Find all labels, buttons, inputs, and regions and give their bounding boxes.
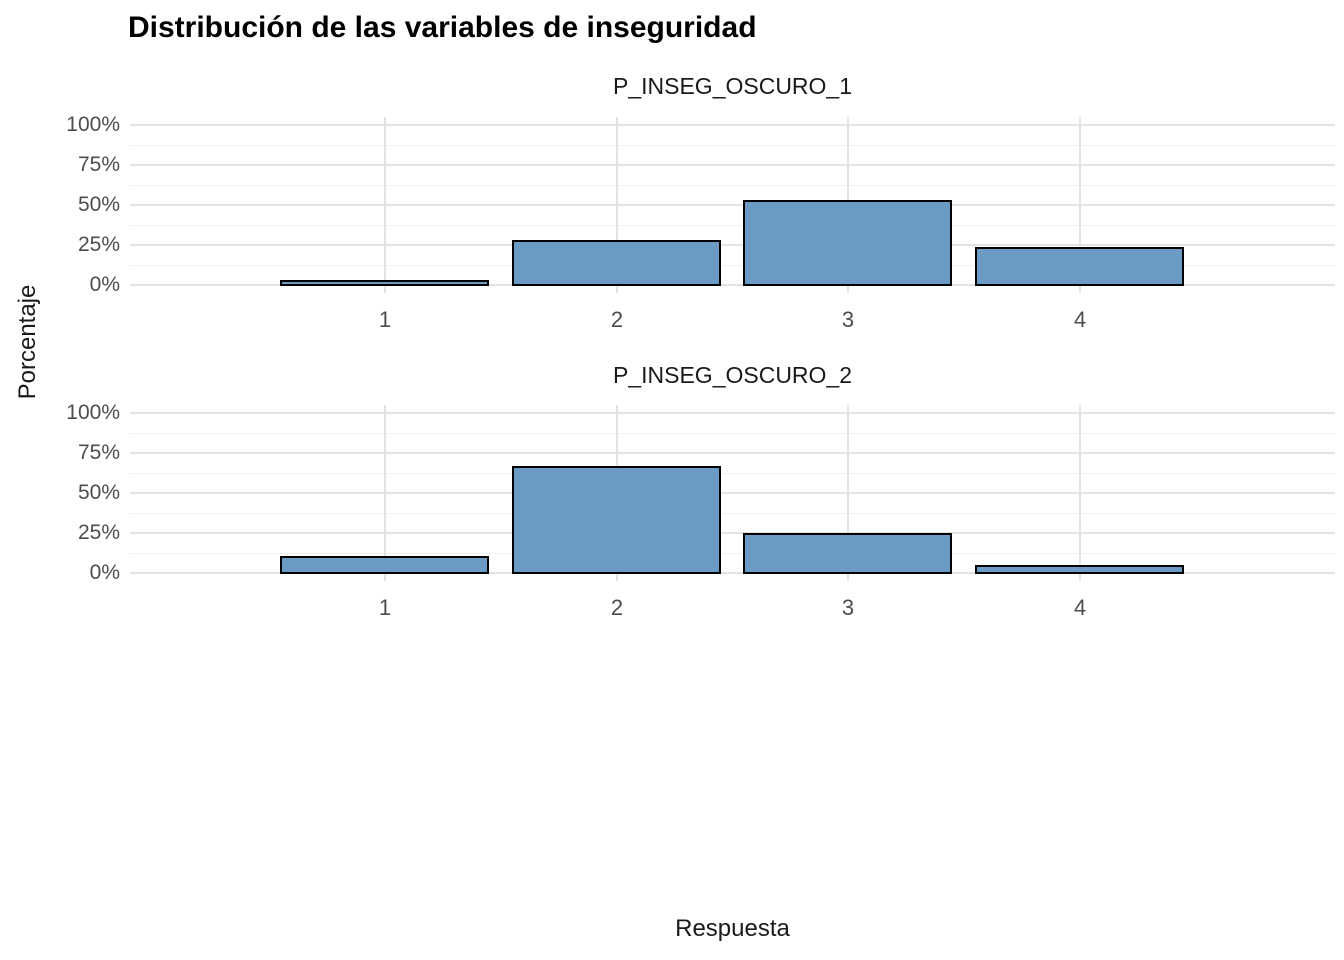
gridline-major bbox=[130, 532, 1335, 534]
gridline-vertical bbox=[1079, 117, 1081, 293]
chart-title: Distribución de las variables de insegur… bbox=[128, 11, 757, 44]
gridline-major bbox=[130, 572, 1335, 574]
gridline-minor bbox=[130, 513, 1335, 514]
gridline-major bbox=[130, 204, 1335, 206]
x-tick-label: 1 bbox=[378, 595, 392, 620]
gridline-minor bbox=[130, 145, 1335, 146]
gridline-minor bbox=[130, 473, 1335, 474]
y-tick-label: 0% bbox=[89, 273, 120, 296]
gridline-major bbox=[130, 124, 1335, 126]
gridline-major bbox=[130, 492, 1335, 494]
gridline-vertical bbox=[384, 405, 386, 581]
panel-P_INSEG_OSCURO_2 bbox=[130, 405, 1335, 581]
gridline-major bbox=[130, 284, 1335, 286]
x-tick-label: 3 bbox=[841, 307, 855, 332]
x-tick-label: 2 bbox=[610, 595, 624, 620]
y-axis-title: Porcentaje bbox=[14, 284, 41, 400]
bar-category-3 bbox=[743, 200, 952, 286]
y-tick-label: 0% bbox=[89, 561, 120, 584]
gridline-major bbox=[130, 244, 1335, 246]
gridline-minor bbox=[130, 553, 1335, 554]
gridline-minor bbox=[130, 433, 1335, 434]
facet-strip-label: P_INSEG_OSCURO_1 bbox=[612, 73, 853, 99]
gridline-minor bbox=[130, 185, 1335, 186]
y-tick-label: 75% bbox=[77, 441, 120, 464]
gridline-vertical bbox=[1079, 405, 1081, 581]
bar-category-2 bbox=[512, 240, 721, 286]
y-tick-label: 100% bbox=[66, 113, 120, 136]
y-tick-label: 75% bbox=[77, 153, 120, 176]
gridline-vertical bbox=[847, 405, 849, 581]
y-tick-label: 25% bbox=[77, 233, 120, 256]
x-tick-label: 4 bbox=[1073, 595, 1087, 620]
gridline-vertical bbox=[384, 117, 386, 293]
bar-category-2 bbox=[512, 466, 721, 574]
gridline-major bbox=[130, 164, 1335, 166]
bar-category-1 bbox=[280, 280, 489, 286]
bar-category-4 bbox=[975, 247, 1184, 286]
gridline-major bbox=[130, 452, 1335, 454]
gridline-minor bbox=[130, 265, 1335, 266]
gridline-vertical bbox=[616, 117, 618, 293]
x-tick-label: 2 bbox=[610, 307, 624, 332]
panel-P_INSEG_OSCURO_1 bbox=[130, 117, 1335, 293]
y-tick-label: 50% bbox=[77, 193, 120, 216]
x-tick-label: 1 bbox=[378, 307, 392, 332]
bar-category-3 bbox=[743, 533, 952, 574]
y-tick-label: 50% bbox=[77, 481, 120, 504]
gridline-major bbox=[130, 412, 1335, 414]
gridline-minor bbox=[130, 225, 1335, 226]
bar-category-1 bbox=[280, 556, 489, 574]
y-tick-label: 100% bbox=[66, 401, 120, 424]
x-axis-title: Respuesta bbox=[675, 915, 790, 942]
y-tick-label: 25% bbox=[77, 521, 120, 544]
x-tick-label: 4 bbox=[1073, 307, 1087, 332]
bar-category-4 bbox=[975, 565, 1184, 574]
facet-strip-label: P_INSEG_OSCURO_2 bbox=[612, 362, 853, 388]
x-tick-label: 3 bbox=[841, 595, 855, 620]
